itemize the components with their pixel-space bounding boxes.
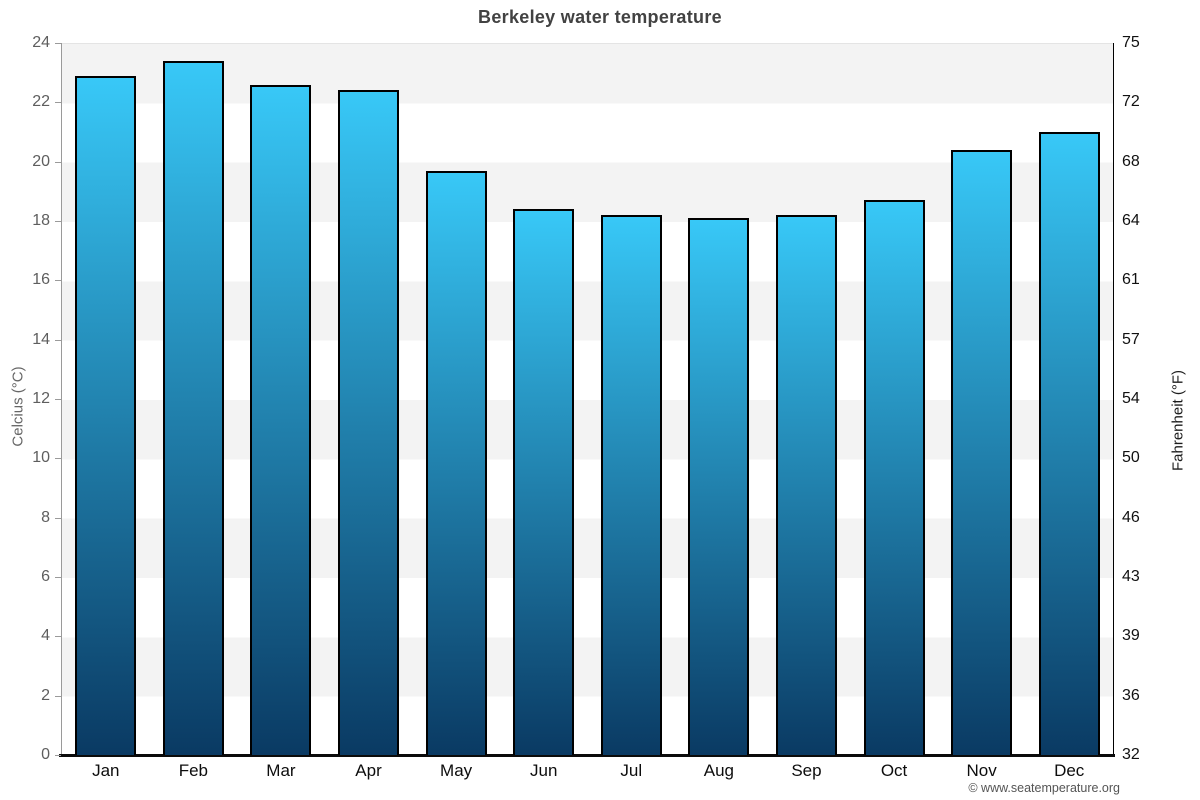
bar-jun[interactable] bbox=[513, 209, 575, 755]
bar-nov[interactable] bbox=[951, 149, 1013, 755]
celsius-tick-mark bbox=[55, 339, 61, 341]
celsius-tick-mark bbox=[55, 636, 61, 638]
bar-apr[interactable] bbox=[338, 90, 400, 755]
celsius-tick-mark bbox=[55, 280, 61, 282]
celsius-tick-mark bbox=[55, 221, 61, 222]
fahrenheit-tick-label: 50 bbox=[1122, 449, 1140, 467]
bar-sep[interactable] bbox=[775, 215, 837, 755]
bar-jul[interactable] bbox=[600, 215, 662, 755]
plot-area bbox=[62, 43, 1113, 756]
celsius-tick-mark bbox=[55, 517, 61, 519]
bar-oct[interactable] bbox=[863, 200, 925, 755]
celsius-tick-label: 18 bbox=[32, 212, 50, 229]
celsius-tick-label: 0 bbox=[41, 746, 50, 763]
bar-mar[interactable] bbox=[250, 84, 312, 755]
fahrenheit-tick-label: 32 bbox=[1122, 746, 1140, 763]
month-label-feb: Feb bbox=[178, 761, 209, 780]
fahrenheit-axis-title: Fahrenheit (°F) bbox=[1169, 369, 1187, 472]
celsius-tick-label: 24 bbox=[32, 34, 50, 51]
fahrenheit-tick-label: 64 bbox=[1122, 212, 1140, 229]
month-label-apr: Apr bbox=[355, 761, 382, 780]
fahrenheit-tick-label: 39 bbox=[1122, 627, 1140, 645]
bar-dec[interactable] bbox=[1038, 132, 1100, 755]
month-label-oct: Oct bbox=[880, 761, 908, 780]
bottom-axis-line bbox=[59, 754, 1115, 757]
celsius-tick-mark bbox=[55, 399, 61, 400]
celsius-tick-mark bbox=[55, 43, 61, 44]
month-label-aug: Aug bbox=[703, 761, 734, 780]
month-label-jun: Jun bbox=[529, 761, 558, 780]
fahrenheit-tick-label: 46 bbox=[1122, 508, 1140, 526]
fahrenheit-tick-label: 75 bbox=[1122, 34, 1140, 51]
month-label-may: May bbox=[440, 761, 473, 780]
celsius-tick-mark bbox=[55, 577, 61, 578]
left-axis-line bbox=[61, 43, 62, 755]
month-label-nov: Nov bbox=[966, 761, 997, 780]
celsius-tick-label: 12 bbox=[32, 390, 50, 407]
right-axis-line bbox=[1113, 43, 1114, 755]
celsius-tick-label: 22 bbox=[32, 93, 50, 111]
bar-may[interactable] bbox=[425, 170, 487, 755]
fahrenheit-tick-label: 68 bbox=[1122, 152, 1140, 170]
month-label-jul: Jul bbox=[620, 761, 643, 780]
celsius-tick-label: 4 bbox=[41, 627, 50, 645]
celsius-tick-label: 10 bbox=[32, 449, 50, 467]
bar-jan[interactable] bbox=[75, 75, 137, 755]
bar-aug[interactable] bbox=[688, 218, 750, 755]
celsius-tick-mark bbox=[55, 102, 61, 104]
fahrenheit-tick-label: 61 bbox=[1122, 271, 1140, 289]
celsius-tick-mark bbox=[55, 161, 61, 163]
celsius-tick-label: 20 bbox=[32, 152, 50, 170]
bar-feb[interactable] bbox=[162, 60, 224, 755]
fahrenheit-tick-label: 57 bbox=[1122, 330, 1140, 348]
month-label-mar: Mar bbox=[266, 761, 296, 780]
copyright-credit: © www.seatemperature.org bbox=[968, 781, 1120, 795]
celsius-tick-label: 8 bbox=[41, 508, 50, 526]
fahrenheit-tick-label: 72 bbox=[1122, 93, 1140, 111]
fahrenheit-tick-label: 36 bbox=[1122, 686, 1140, 704]
celsius-tick-mark bbox=[55, 458, 61, 460]
celsius-tick-label: 2 bbox=[41, 686, 50, 704]
month-label-jan: Jan bbox=[92, 761, 120, 780]
celsius-tick-label: 14 bbox=[32, 330, 50, 348]
fahrenheit-tick-label: 43 bbox=[1122, 568, 1140, 585]
celsius-tick-mark bbox=[55, 695, 61, 697]
chart-title: Berkeley water temperature bbox=[478, 7, 722, 27]
month-label-dec: Dec bbox=[1054, 761, 1085, 780]
celsius-tick-label: 6 bbox=[41, 568, 50, 585]
celsius-tick-label: 16 bbox=[32, 271, 50, 289]
celsius-tick-mark bbox=[55, 755, 61, 756]
celsius-axis-title: Celcius (°C) bbox=[9, 366, 27, 447]
month-label-sep: Sep bbox=[791, 761, 822, 780]
fahrenheit-tick-label: 54 bbox=[1122, 390, 1140, 407]
